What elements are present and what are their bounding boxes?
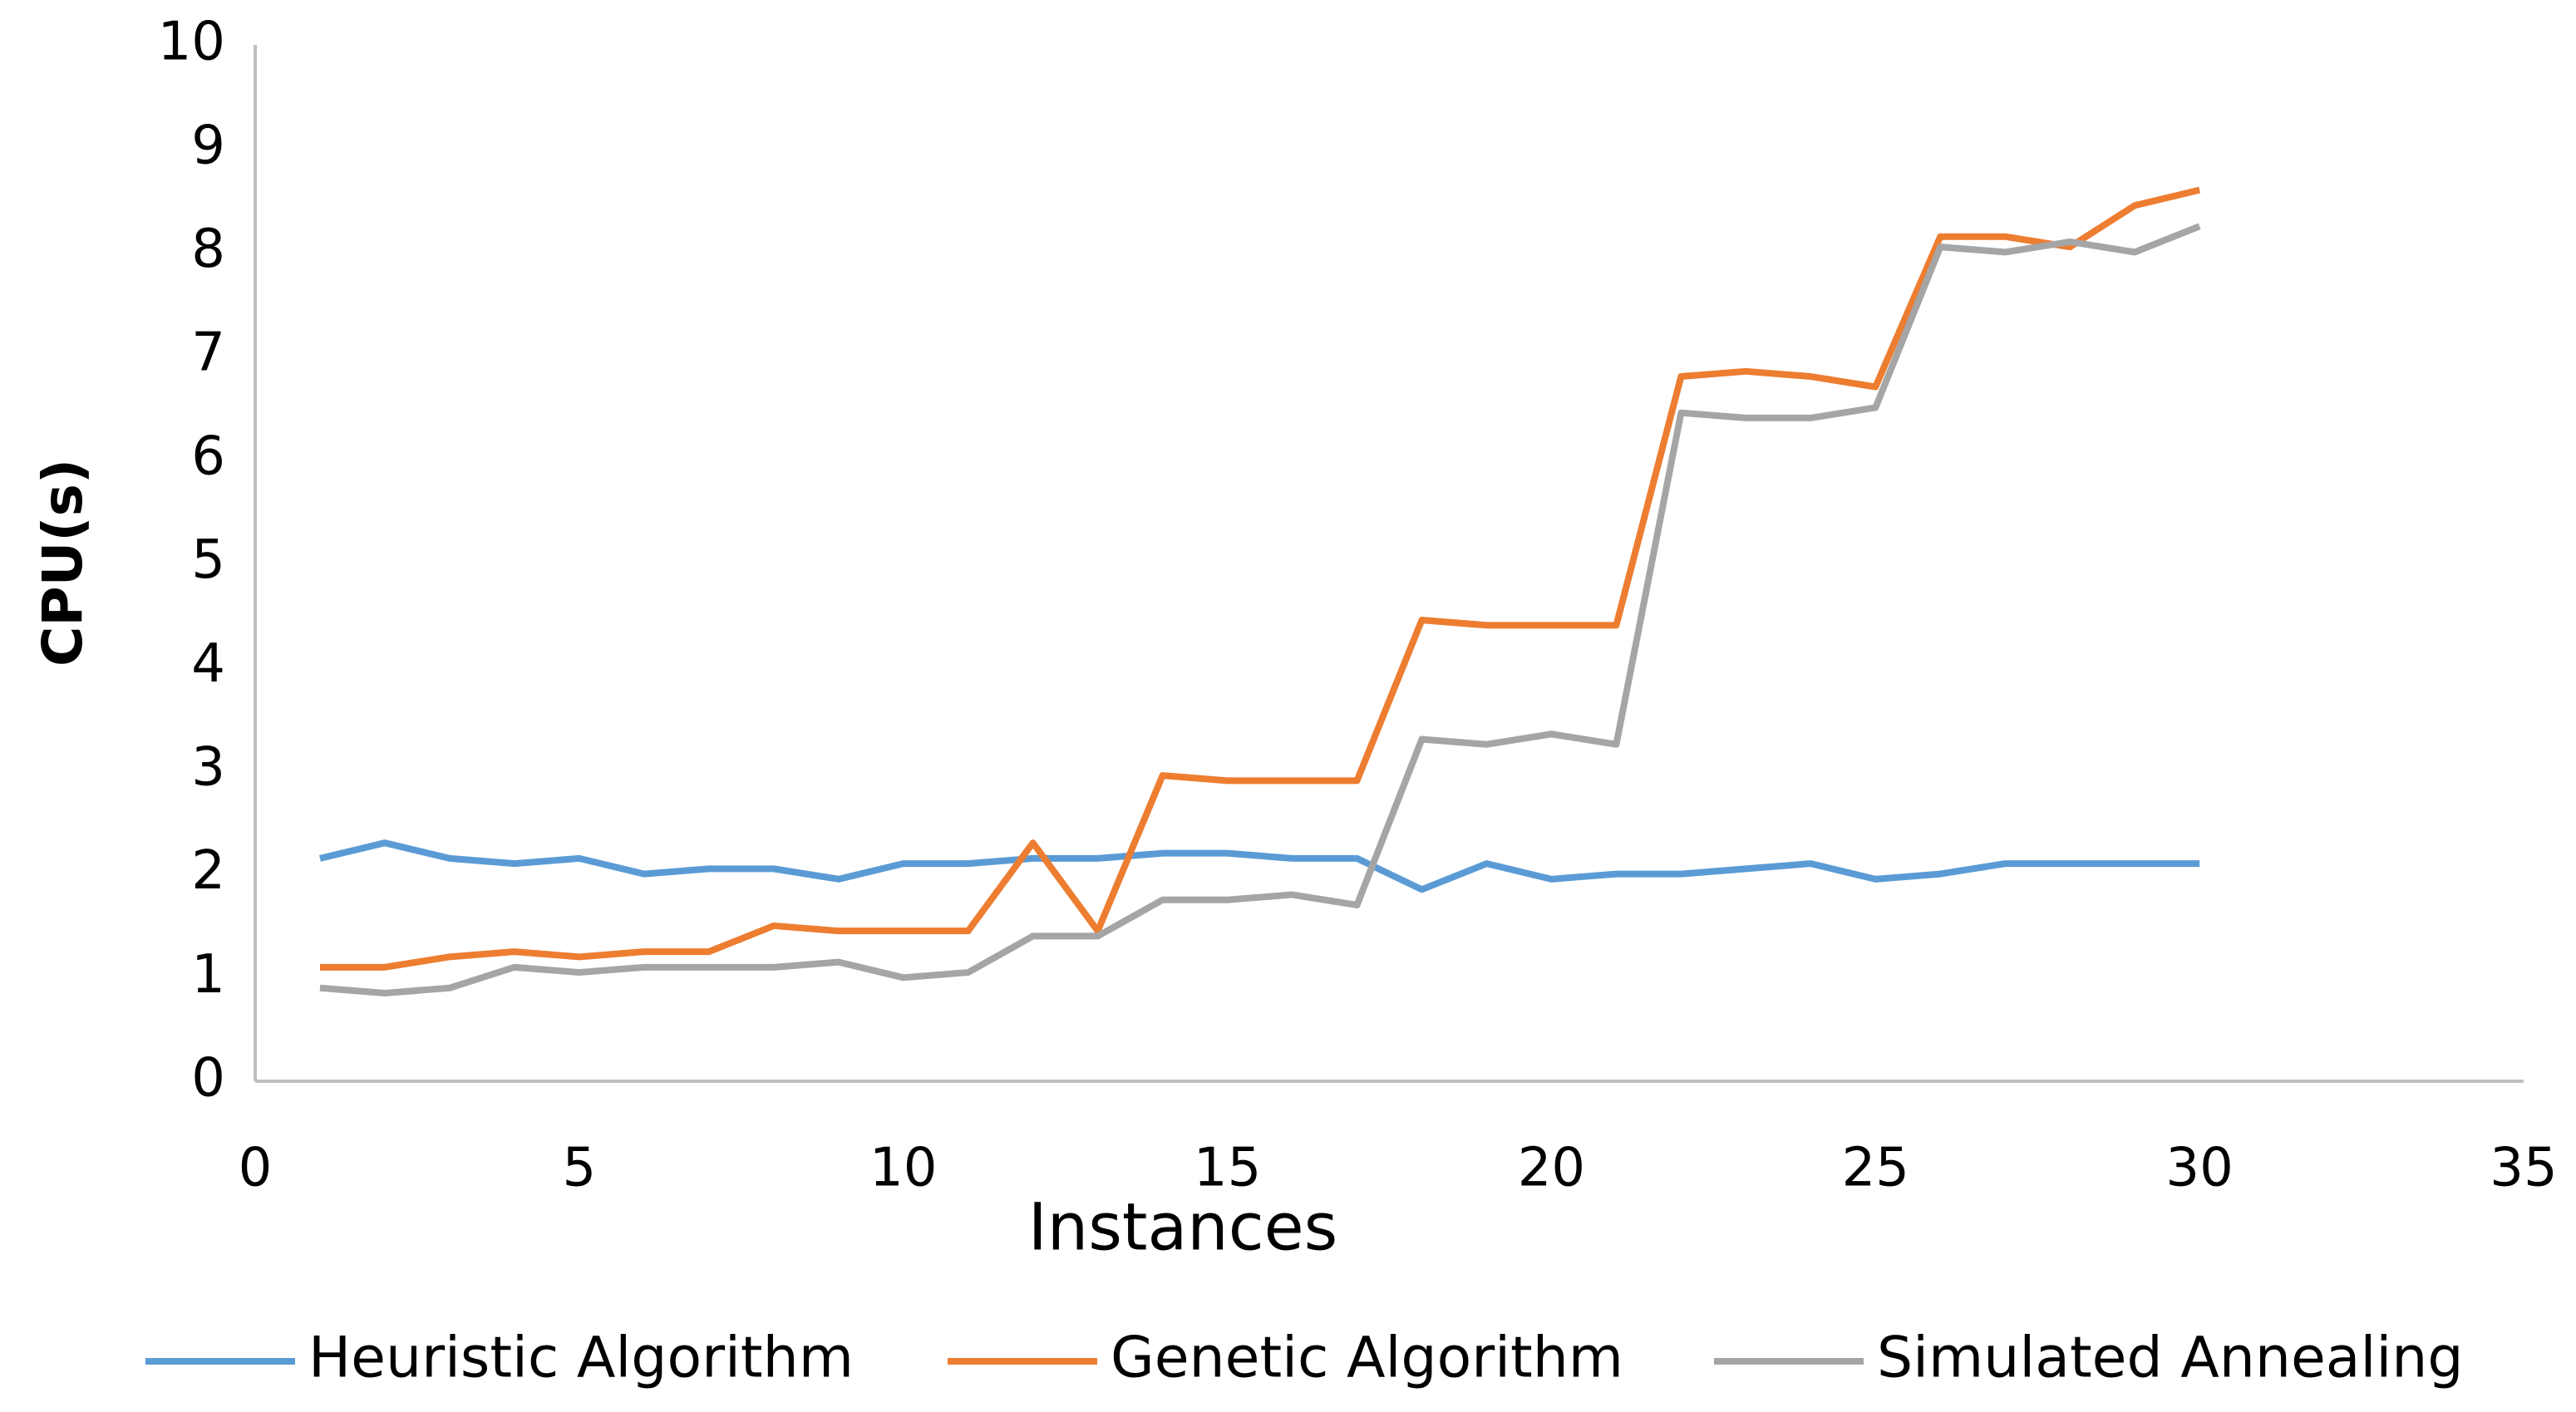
x-tick-label: 25 [1842,1138,1909,1199]
y-tick-label: 7 [191,322,225,384]
y-tick-label: 4 [191,633,225,695]
y-tick-label: 9 [191,115,225,176]
y-tick-label: 2 [191,840,225,902]
x-tick-label: 35 [2490,1138,2557,1199]
y-axis-title: CPU(s) [31,459,95,667]
y-tick-label: 8 [191,219,225,280]
series-line [319,186,2201,971]
y-tick-label: 1 [191,944,225,1006]
x-tick-label: 15 [1194,1138,1261,1199]
x-tick-label: 0 [239,1138,273,1199]
x-tick-label: 5 [562,1138,596,1199]
y-tick-label: 5 [191,529,225,591]
x-tick-label: 20 [1518,1138,1585,1199]
legend-label: Heuristic Algorithm [308,1326,854,1391]
legend-label: Genetic Algorithm [1111,1326,1623,1391]
x-tick-label: 30 [2165,1138,2233,1199]
y-tick-label: 6 [191,426,225,487]
x-tick-label: 10 [869,1138,937,1199]
x-axis-title: Instances [1028,1190,1337,1265]
y-tick-label: 0 [191,1048,225,1109]
series-line [319,839,2200,893]
legend-label: Simulated Annealing [1877,1326,2464,1391]
y-tick-label: 3 [191,736,225,798]
series-line [319,223,2201,997]
y-tick-label: 10 [158,12,225,73]
